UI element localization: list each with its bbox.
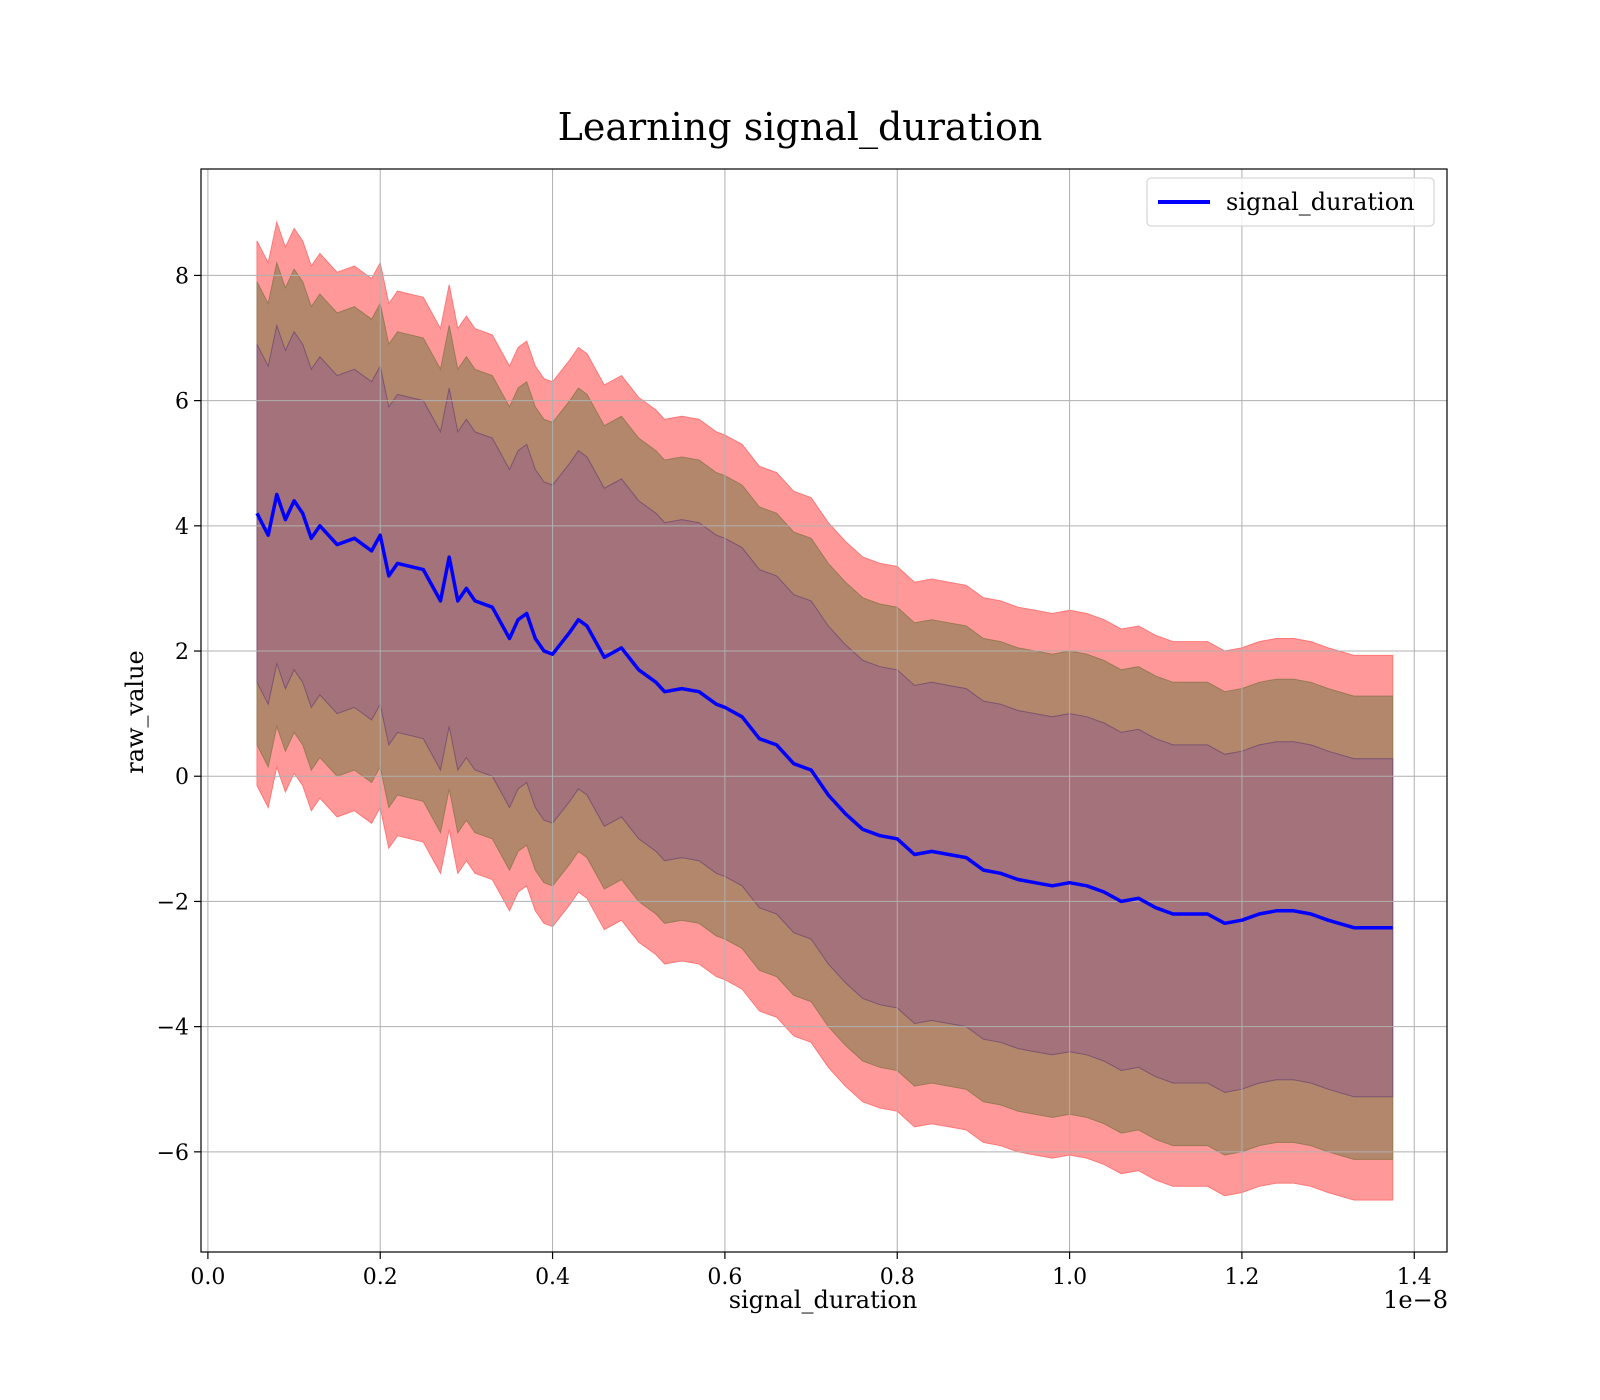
y-tick-label: −4 — [157, 1016, 189, 1041]
plot-area — [256, 220, 1394, 1201]
grid-lines — [201, 169, 1447, 1252]
y-tick-label: 4 — [175, 515, 189, 540]
y-tick-label: 0 — [175, 765, 189, 790]
plot-frame — [200, 168, 1448, 1253]
x-tick-label: 0.8 — [880, 1265, 915, 1290]
x-axis-label: signal_duration — [729, 1286, 918, 1314]
y-tick-label: 6 — [175, 390, 189, 415]
x-tick-label: 0.2 — [363, 1265, 398, 1290]
y-tick-label: 8 — [175, 264, 189, 289]
legend-label-signal-duration: signal_duration — [1226, 188, 1415, 216]
x-tick-label: 1.4 — [1397, 1265, 1432, 1290]
series-lines — [255, 492, 1393, 930]
y-tick-label: −2 — [157, 890, 189, 915]
x-tick-label: 0.0 — [190, 1265, 225, 1290]
inner-uncertainty-band — [256, 323, 1394, 1098]
y-tick-label: 2 — [175, 640, 189, 665]
x-tick-label: 1.0 — [1052, 1265, 1087, 1290]
y-axis-ticks: −6 −4 −2 0 2 4 6 8 — [157, 264, 201, 1166]
x-tick-label: 0.6 — [707, 1265, 742, 1290]
x-axis-ticks: 0.0 0.2 0.4 0.6 0.8 1.0 1.2 1.4 — [190, 1252, 1432, 1290]
y-axis-label: raw_value — [121, 650, 149, 774]
chart-title: Learning signal_duration — [558, 105, 1043, 150]
legend: signal_duration — [1146, 177, 1435, 227]
x-axis-offset-label: 1e−8 — [1383, 1286, 1448, 1314]
x-tick-label: 0.4 — [535, 1265, 570, 1290]
series-line-signal-duration — [255, 492, 1393, 930]
y-tick-label: −6 — [157, 1141, 189, 1166]
legend-box — [1146, 177, 1435, 227]
x-tick-label: 1.2 — [1224, 1265, 1259, 1290]
